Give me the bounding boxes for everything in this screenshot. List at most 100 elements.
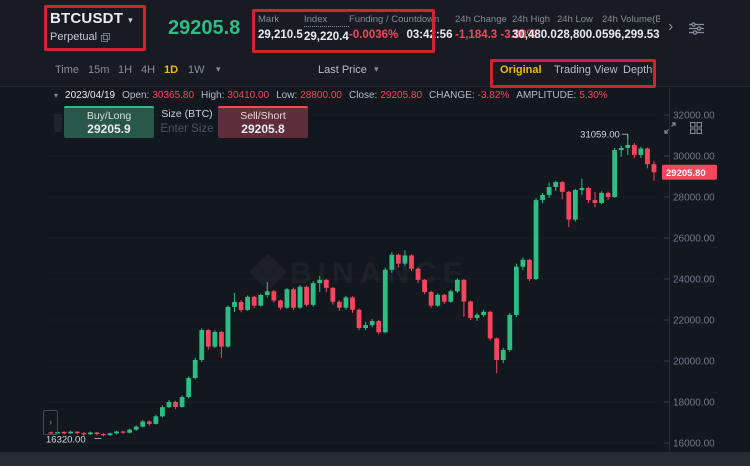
candle-down xyxy=(428,291,434,306)
ohlc-collapse-chevron-icon[interactable]: ▾ xyxy=(54,91,59,100)
current-price-tag-value: 29205.80 xyxy=(666,168,706,179)
candle-down xyxy=(651,164,657,173)
candle-up xyxy=(389,254,395,270)
candle-up xyxy=(140,421,146,427)
change-value: -3.82% xyxy=(477,90,510,101)
buy-long-label: Buy/Long xyxy=(86,110,132,122)
interval-more-chevron-icon[interactable]: ▾ xyxy=(216,64,221,74)
interval-15m[interactable]: 15m xyxy=(88,64,110,76)
candle-up xyxy=(258,294,264,306)
candle-down xyxy=(441,294,447,302)
axis-label: 32000.00 xyxy=(673,111,715,122)
sell-short-button[interactable]: Sell/Short 29205.8 xyxy=(218,106,308,138)
filters-icon[interactable] xyxy=(689,22,704,35)
contract-info-icon xyxy=(101,32,111,42)
candle-up xyxy=(127,429,133,433)
candle-down xyxy=(173,402,178,407)
size-placeholder: Enter Size xyxy=(160,123,214,135)
candle-down xyxy=(559,182,565,192)
low-value: 28800.00 xyxy=(300,90,342,101)
interval-1h[interactable]: 1H xyxy=(118,64,133,76)
stat-volume-label: 24h Volume(BTC) xyxy=(602,14,660,25)
candle-up xyxy=(625,144,631,149)
candle-down xyxy=(592,200,598,203)
axis-label: 18000.00 xyxy=(673,398,715,409)
close-value: 29205.80 xyxy=(380,90,423,101)
stat-mark[interactable]: Mark 29,210.5 xyxy=(258,14,303,41)
candle-down xyxy=(336,301,342,308)
view-original[interactable]: Original xyxy=(500,64,542,76)
stat-high-label: 24h High xyxy=(512,14,551,25)
stat-high-value: 30,480.0 xyxy=(512,29,557,41)
candle-up xyxy=(310,283,316,305)
ohlc-date: 2023/04/19 xyxy=(65,90,116,101)
layout-grid-icon[interactable] xyxy=(690,122,702,134)
annotation-box-symbol xyxy=(44,5,146,51)
buy-long-button[interactable]: Buy/Long 29205.9 xyxy=(64,106,154,138)
candle-up xyxy=(513,266,519,315)
candle-down xyxy=(376,321,382,333)
candle-down xyxy=(527,259,532,279)
candle-up xyxy=(533,200,539,279)
interval-1d[interactable]: 1D xyxy=(164,64,179,76)
stat-funding-countdown[interactable]: Funding / Countdown -0.0036% 03:42:56 xyxy=(349,14,452,41)
candlestick-chart[interactable]: BINANCE 32000.00 30000.00 28000.00 26000.00 2… xyxy=(0,86,750,452)
candle-down xyxy=(146,421,152,424)
amplitude-value: 5.30% xyxy=(579,90,608,101)
axis-label: 16000.00 xyxy=(673,439,715,450)
view-trading-view[interactable]: Trading View xyxy=(554,64,618,76)
candle-up xyxy=(572,190,578,220)
candle-down xyxy=(251,296,257,306)
amplitude-label: AMPLITUDE: xyxy=(516,90,577,101)
candle-down xyxy=(631,144,637,155)
stat-change-label: 24h Change xyxy=(455,14,507,25)
sell-short-label: Sell/Short xyxy=(240,110,286,122)
candle-up xyxy=(212,331,218,347)
chevron-right-icon[interactable]: › xyxy=(668,18,674,35)
stat-volume-value: 596,299.533 xyxy=(602,29,660,41)
panel-expand-toggle[interactable]: › xyxy=(43,410,58,435)
candle-down xyxy=(48,432,54,434)
candle-up xyxy=(579,187,585,191)
stat-24h-volume: 24h Volume(BTC) 596,299.533 xyxy=(602,14,660,41)
stat-index[interactable]: Index 29,220.4 xyxy=(304,14,349,43)
axis-label: 20000.00 xyxy=(673,357,715,368)
candle-up xyxy=(481,311,486,315)
high-annotation-pointer xyxy=(621,133,629,140)
interval-1w[interactable]: 1W xyxy=(188,64,205,76)
view-depth[interactable]: Depth xyxy=(623,64,653,76)
candle-down xyxy=(566,191,572,220)
candle-up xyxy=(638,148,644,155)
candle-up xyxy=(114,431,119,434)
last-price-chevron-icon[interactable]: ▾ xyxy=(374,64,379,74)
fullscreen-icon[interactable] xyxy=(664,122,676,134)
candle-up xyxy=(160,407,165,417)
candle-up xyxy=(153,416,159,424)
size-input[interactable]: Size (BTC) Enter Size xyxy=(153,108,221,135)
candle-down xyxy=(645,148,650,165)
stat-funding-label: Funding / Countdown xyxy=(349,14,440,25)
binance-logo-watermark xyxy=(249,253,287,291)
candle-up xyxy=(186,378,192,398)
axis-label: 24000.00 xyxy=(673,275,715,286)
candle-up xyxy=(382,269,388,333)
candle-down xyxy=(101,433,106,436)
interval-4h[interactable]: 4H xyxy=(141,64,156,76)
candle-up xyxy=(232,301,237,307)
axis-label: 26000.00 xyxy=(673,234,715,245)
buy-long-price: 29205.9 xyxy=(87,122,131,136)
symbol-selector[interactable]: BTCUSDT ▾ Perpetual xyxy=(50,10,133,43)
last-price-mode[interactable]: Last Price xyxy=(318,64,367,76)
candle-up xyxy=(599,192,604,203)
stat-low-value: 28,800.0 xyxy=(557,29,602,41)
candle-down xyxy=(468,301,473,318)
candle-up xyxy=(369,321,375,326)
candle-down xyxy=(61,431,67,434)
watermark-text: BINANCE xyxy=(290,257,469,290)
candle-up xyxy=(546,186,552,195)
candle-down xyxy=(120,431,126,433)
low-annotation-label: 16320.00 xyxy=(46,434,86,445)
order-panel-drag-handle[interactable] xyxy=(54,114,62,132)
candle-up xyxy=(107,433,113,436)
